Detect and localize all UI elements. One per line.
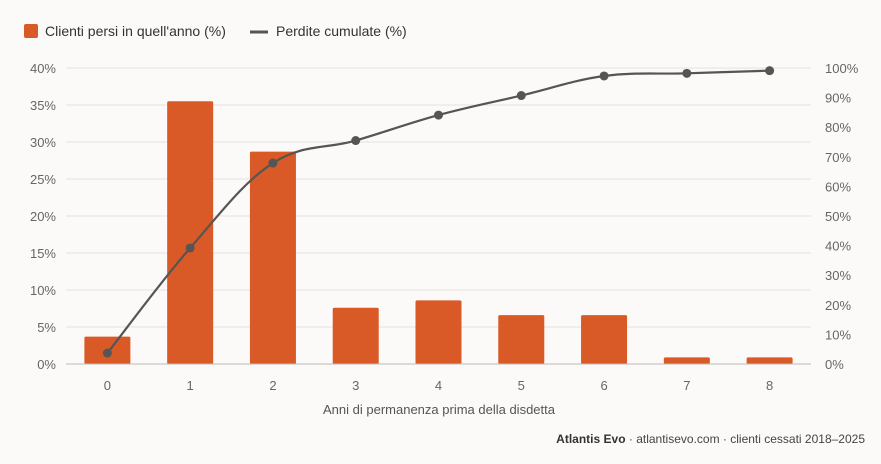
x-tick-label: 4 [435, 378, 442, 393]
left-tick-label: 0% [37, 357, 56, 372]
x-axis-ticks: 0 1 2 3 4 5 6 7 8 [104, 378, 773, 393]
footer-source: · atlantisevo.com · clienti cessati 2018… [626, 432, 866, 446]
bar [746, 357, 793, 364]
right-tick-label: 40% [825, 239, 851, 254]
legend-bar-swatch [24, 24, 38, 38]
footer-brand: Atlantis Evo [556, 432, 625, 446]
right-tick-label: 100% [825, 61, 859, 76]
left-tick-label: 35% [30, 98, 56, 113]
bar [581, 315, 628, 364]
cumulative-point [351, 136, 361, 146]
cumulative-line-series [102, 66, 775, 358]
bar [498, 315, 545, 364]
right-tick-label: 20% [825, 298, 851, 313]
footer-credit: Atlantis Evo · atlantisevo.com · clienti… [556, 432, 865, 446]
left-tick-label: 40% [30, 61, 56, 76]
cumulative-point [599, 71, 609, 81]
cumulative-point [268, 158, 278, 168]
x-tick-label: 8 [766, 378, 773, 393]
x-tick-label: 5 [518, 378, 525, 393]
cumulative-point [102, 348, 112, 358]
left-tick-label: 30% [30, 135, 56, 150]
cumulative-point [434, 110, 443, 120]
legend-line-label: Perdite cumulate (%) [276, 23, 407, 39]
left-tick-label: 20% [30, 209, 56, 224]
left-tick-label: 15% [30, 246, 56, 261]
right-tick-label: 90% [825, 91, 851, 106]
bar-series [84, 101, 793, 365]
legend: Clienti persi in quell'anno (%) Perdite … [24, 23, 407, 39]
x-tick-label: 3 [352, 378, 359, 393]
left-tick-label: 25% [30, 172, 56, 187]
left-tick-label: 10% [30, 283, 56, 298]
right-tick-label: 80% [825, 120, 851, 135]
bar [249, 151, 296, 364]
right-tick-label: 70% [825, 150, 851, 165]
x-tick-label: 0 [104, 378, 111, 393]
x-tick-label: 1 [187, 378, 194, 393]
cumulative-point [516, 91, 526, 101]
right-tick-label: 60% [825, 179, 851, 194]
cumulative-point [185, 243, 195, 253]
legend-bar-label: Clienti persi in quell'anno (%) [45, 23, 226, 39]
right-tick-label: 0% [825, 357, 844, 372]
bar [332, 307, 379, 364]
cumulative-line [106, 69, 770, 354]
x-axis-title: Anni di permanenza prima della disdetta [323, 402, 556, 417]
bar [663, 357, 710, 364]
right-tick-label: 50% [825, 209, 851, 224]
right-tick-label: 30% [825, 268, 851, 283]
right-tick-label: 10% [825, 327, 851, 342]
cumulative-point [682, 68, 692, 78]
x-tick-label: 6 [600, 378, 607, 393]
left-tick-label: 5% [37, 320, 56, 335]
x-tick-label: 2 [269, 378, 276, 393]
left-axis-ticks: 0% 5% 10% 15% 20% 25% 30% 35% 40% [30, 61, 56, 372]
x-tick-label: 7 [683, 378, 690, 393]
right-axis-ticks: 0% 10% 20% 30% 40% 50% 60% 70% 80% 90% 100% [825, 61, 859, 372]
bar [167, 101, 214, 365]
bar [415, 300, 462, 364]
cumulative-point [765, 66, 775, 76]
